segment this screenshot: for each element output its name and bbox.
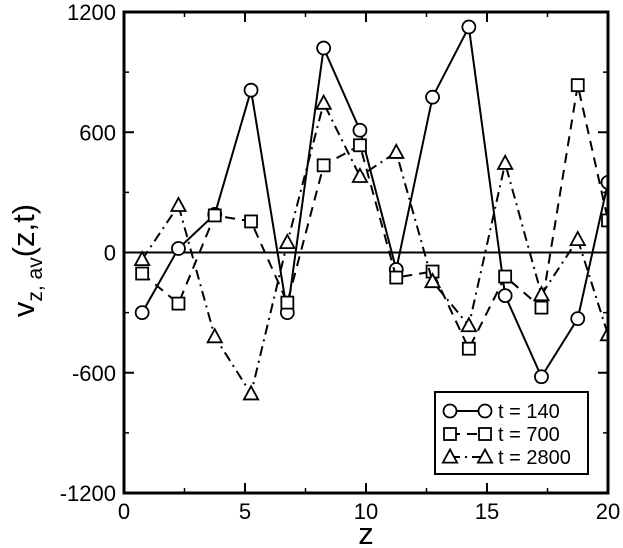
x-tick-label-3: 10: [354, 499, 378, 524]
x-tick-label-1: 0: [118, 499, 130, 524]
series-2-point-4: [244, 214, 258, 229]
series-1-point-10: [461, 19, 477, 35]
series-2-point-10: [461, 341, 476, 356]
series-2-point-13: [570, 78, 585, 93]
series-3-point-6: [315, 93, 333, 110]
series-2-point-2: [171, 296, 186, 311]
legend-marker-left-2: [443, 427, 457, 441]
legend-box: [434, 391, 589, 475]
series-3-point-4: [242, 384, 260, 401]
series-3-point-3: [206, 327, 224, 344]
series-2-point-6: [316, 158, 331, 173]
legend-label-3: t = 2800: [498, 447, 571, 469]
legend-marker-right-1: [477, 403, 493, 419]
series-1-point-2: [171, 241, 186, 256]
series-line-1: [141, 26, 608, 378]
series-3-point-14: [599, 325, 608, 342]
series-3-point-1: [133, 250, 151, 267]
series-line-3: [141, 102, 608, 395]
x-tick-label-2: 5: [239, 499, 251, 524]
series-1-point-7: [352, 122, 368, 138]
series-3-point-8: [387, 142, 405, 159]
legend-marker-right-3: [476, 447, 494, 464]
series-3-point-9: [423, 272, 442, 289]
y-tick-label-2: -600: [72, 361, 116, 386]
y-axis-label: vz, av(z,t): [6, 204, 47, 317]
series-1-point-6: [316, 40, 332, 56]
series-1-point-11: [497, 288, 513, 303]
legend-marker-left-1: [442, 403, 458, 419]
legend-label-1: t = 140: [498, 401, 560, 423]
series-3-point-12: [532, 285, 551, 302]
y-tick-label-1: -1200: [60, 481, 116, 506]
series-3-point-13: [569, 230, 587, 246]
series-2-point-14: [601, 213, 608, 228]
series-2-point-12: [534, 300, 549, 315]
y-tick-label-5: 1200: [67, 0, 116, 25]
x-tick-label-4: 15: [475, 499, 499, 524]
series-1-point-4: [243, 82, 259, 98]
series-1-point-12: [534, 369, 549, 385]
series-2-point-8: [389, 270, 404, 285]
series-3-point-5: [278, 233, 296, 250]
series-2-point-11: [498, 269, 513, 284]
legend-marker-right-2: [478, 427, 492, 441]
x-tick-label-5: 20: [596, 499, 620, 524]
series-3-point-2: [169, 196, 188, 212]
series-3-point-10: [460, 316, 478, 333]
y-tick-label-4: 600: [79, 120, 116, 145]
series-2-point-5: [280, 295, 295, 310]
y-tick-label-3: 0: [104, 241, 116, 266]
series-3-point-7: [351, 166, 369, 183]
series-2-point-7: [353, 138, 367, 153]
series-1-point-9: [425, 89, 440, 105]
series-2-point-3: [207, 208, 222, 223]
series-1-point-1: [134, 305, 150, 321]
series-3: [133, 93, 608, 401]
series-1-point-14: [600, 174, 608, 190]
series-1-point-13: [570, 311, 586, 327]
series-2-point-1: [135, 266, 150, 281]
legend-label-2: t = 700: [498, 424, 560, 446]
legend-marker-left-3: [441, 447, 459, 464]
x-axis-label: z: [358, 516, 374, 548]
series-3-point-11: [496, 153, 514, 170]
